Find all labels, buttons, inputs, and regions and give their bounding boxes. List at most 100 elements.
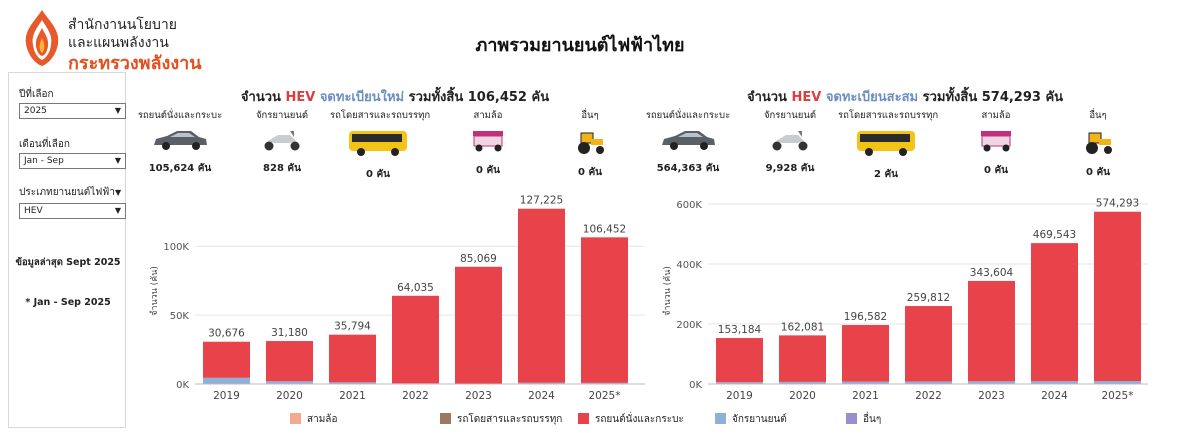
category-motorcycle: จักรยานยนต์ 9,928 คัน <box>742 108 838 176</box>
bar-total-label: 64,035 <box>397 282 434 294</box>
ev-type-select-value: HEV <box>24 206 43 216</box>
period-note: * Jan - Sep 2025 <box>25 297 111 308</box>
bar-segment <box>716 382 763 384</box>
logo-org-line1: สำนักงานนโยบาย <box>68 17 177 33</box>
category-value: 0 คัน <box>476 165 500 176</box>
ministry-logo: สำนักงานนโยบาย และแผนพลังงาน กระทรวงพลัง… <box>20 8 280 74</box>
ev-type-filter-label: ประเภทยานยนต์ไฟฟ้า▼ <box>19 185 121 200</box>
year-filter-label: ปีที่เลือก <box>19 89 54 100</box>
car-icon <box>154 131 207 150</box>
right-category-row: รถยนต์นั่งและกระบะ 564,363 คัน จักรยานยน… <box>640 108 1160 182</box>
latest-data-note: ข้อมูลล่าสุด Sept 2025 <box>15 257 121 268</box>
bus-icon <box>857 131 915 156</box>
x-tick-label: 2024 <box>528 390 555 402</box>
cumulative-registrations-chart: 0K 200K 400K 600K จำนวน (คัน) 153,184 2019 162,… <box>662 198 1148 402</box>
bar-total-label: 196,582 <box>844 311 887 323</box>
filter-funnel-icon[interactable]: ▼ <box>115 188 122 197</box>
legend-item-bus-truck[interactable]: รถโดยสารและรถบรรทุก <box>440 412 562 427</box>
bar-total-label: 162,081 <box>781 321 824 333</box>
y-axis-label: จำนวน (คัน) <box>662 266 673 316</box>
x-tick-label: 2025* <box>589 390 621 402</box>
logo-ministry-name: กระทรวงพลังงาน <box>68 53 202 74</box>
category-bus-truck: รถโดยสารและรถบรรทุก 0 คัน <box>330 108 431 182</box>
category-car: รถยนต์นั่งและกระบะ 564,363 คัน <box>640 108 736 176</box>
category-bus-truck: รถโดยสารและรถบรรทุก 2 คัน <box>838 108 938 182</box>
category-car: รถยนต์นั่งและกระบะ 105,624 คัน <box>132 108 228 176</box>
category-label: รถยนต์นั่งและกระบะ <box>645 110 731 121</box>
category-label: รถโดยสารและรถบรรทุก <box>330 110 431 121</box>
x-tick-label: 2020 <box>276 390 303 402</box>
bar-segment <box>779 381 826 384</box>
category-value: 105,624 คัน <box>148 163 212 174</box>
category-value: 2 คัน <box>874 169 898 180</box>
x-tick-label: 2022 <box>915 390 942 402</box>
bar-segment <box>266 341 313 382</box>
category-label: รถยนต์นั่งและกระบะ <box>137 110 223 121</box>
bar-segment <box>581 237 628 383</box>
y-tick-label: 0K <box>176 380 189 391</box>
bar-segment <box>518 382 565 384</box>
chevron-down-icon: ▼ <box>114 206 121 215</box>
year-select[interactable]: 2025 ▼ <box>19 103 126 119</box>
legend-item-others[interactable]: อื่นๆ <box>846 412 881 427</box>
month-filter-label: เดือนที่เลือก <box>19 139 70 150</box>
filter-panel: ปีที่เลือก 2025 ▼ เดือนที่เลือก Jan - Se… <box>8 72 126 428</box>
category-value: 0 คัน <box>578 167 602 178</box>
month-select[interactable]: Jan - Sep ▼ <box>19 153 126 169</box>
month-select-value: Jan - Sep <box>24 156 64 166</box>
x-tick-label: 2025* <box>1102 390 1134 402</box>
chart-legend: สามล้อ รถโดยสารและรถบรรทุก รถยนต์นั่งและ… <box>290 412 910 428</box>
heading-prefix: จำนวน <box>746 90 787 105</box>
x-tick-label: 2022 <box>402 390 429 402</box>
heading-total: รวมทั้งสิ้น 106,452 คัน <box>408 90 550 105</box>
legend-swatch <box>578 413 589 424</box>
category-others: อื่นๆ 0 คัน <box>1050 108 1146 180</box>
legend-item-tuktuk[interactable]: สามล้อ <box>290 412 337 427</box>
bar-segment <box>266 381 313 384</box>
bar-segment <box>581 382 628 384</box>
bar-segment <box>842 381 889 384</box>
heading-ev-type: HEV <box>791 90 822 105</box>
x-tick-label: 2021 <box>339 390 366 402</box>
heading-registration-kind: จดทะเบียนสะสม <box>825 90 919 105</box>
bar-total-label: 343,604 <box>970 267 1014 279</box>
bar-segment <box>716 338 763 383</box>
y-tick-label: 50K <box>170 311 190 322</box>
y-axis-label: จำนวน (คัน) <box>149 266 160 316</box>
x-tick-label: 2019 <box>213 390 240 402</box>
bar-total-label: 259,812 <box>907 292 950 304</box>
tractor-icon <box>578 132 604 154</box>
bar-total-label: 31,180 <box>271 327 308 339</box>
y-tick-label: 600K <box>676 200 702 211</box>
page-title: ภาพรวมยานยนต์ไฟฟ้าไทย <box>475 35 685 56</box>
right-panel-heading: จำนวน HEV จดทะเบียนสะสม รวมทั้งสิ้น 574,… <box>690 86 1120 107</box>
heading-prefix: จำนวน <box>240 90 281 105</box>
category-value: 564,363 คัน <box>656 163 720 174</box>
legend-item-car[interactable]: รถยนต์นั่งและกระบะ <box>578 412 684 427</box>
bar-segment <box>968 280 1015 382</box>
year-select-value: 2025 <box>24 106 47 116</box>
y-tick-label: 100K <box>163 242 189 253</box>
category-tuktuk: สามล้อ 0 คัน <box>948 108 1044 178</box>
flame-emblem-icon <box>25 10 59 66</box>
legend-label: อื่นๆ <box>863 414 882 425</box>
legend-swatch <box>715 413 726 424</box>
bar-segment <box>1031 243 1078 382</box>
ev-type-select[interactable]: HEV ▼ <box>19 203 126 219</box>
x-tick-label: 2019 <box>726 390 753 402</box>
tuktuk-icon <box>981 131 1011 152</box>
category-label: สามล้อ <box>473 110 503 121</box>
legend-label: รถยนต์นั่งและกระบะ <box>595 414 684 425</box>
bus-icon <box>349 131 407 156</box>
x-tick-label: 2023 <box>978 390 1005 402</box>
bar-total-label: 153,184 <box>718 324 762 336</box>
bar-segment <box>392 295 439 384</box>
legend-item-motorcycle[interactable]: จักรยานยนต์ <box>715 412 787 427</box>
bar-total-label: 85,069 <box>460 253 497 265</box>
category-value: 9,928 คัน <box>765 163 815 174</box>
category-value: 0 คัน <box>1086 167 1110 178</box>
bar-segment <box>203 341 250 378</box>
bar-segment <box>203 377 250 384</box>
bar-total-label: 106,452 <box>583 223 626 235</box>
category-value: 828 คัน <box>263 163 301 174</box>
